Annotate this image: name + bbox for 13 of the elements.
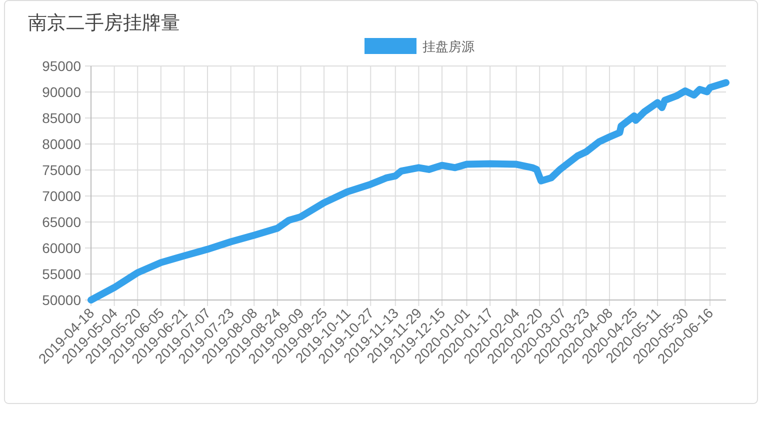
y-tick-label: 90000 [42,84,82,100]
y-tick-label: 60000 [42,240,82,256]
legend: 挂盘房源 [364,38,474,54]
y-tick-label: 85000 [42,110,82,126]
y-tick-label: 65000 [42,214,82,230]
legend-label: 挂盘房源 [422,39,474,54]
y-tick-label: 75000 [42,162,82,178]
y-tick-label: 80000 [42,136,82,152]
y-tick-label: 55000 [42,266,82,282]
chart-title: 南京二手房挂牌量 [28,12,180,34]
y-tick-label: 95000 [42,58,82,74]
y-tick-label: 70000 [42,188,82,204]
y-tick-label: 50000 [42,292,82,308]
